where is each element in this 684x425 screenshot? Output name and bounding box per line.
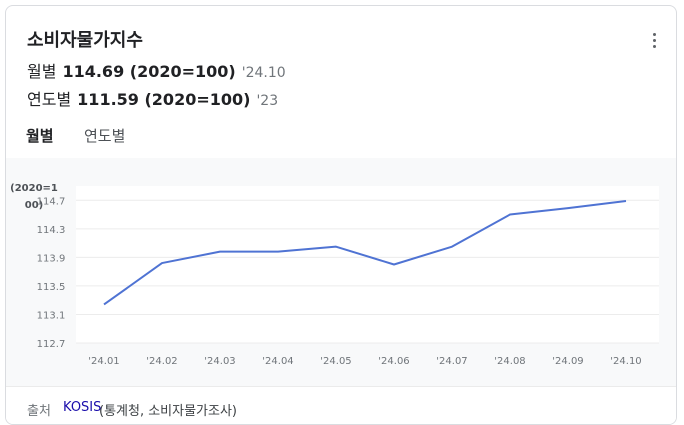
source-note: (통계청, 소비자물가조사) [99,400,237,419]
monthly-stat: 월별 114.69 (2020=100) '24.10 [27,58,286,82]
y-tick-label: 113.5 [37,282,66,293]
more-options-icon[interactable] [646,30,662,50]
monthly-period: '24.10 [242,65,286,81]
monthly-value: 114.69 (2020=100) [62,62,235,81]
cpi-card: 소비자물가지수 월별 114.69 (2020=100) '24.10 연도별 111… [5,5,677,425]
y-tick-label: 114.7 [37,196,66,207]
yearly-value: 111.59 (2020=100) [77,90,250,109]
tab-yearly[interactable]: 연도별 [84,125,125,158]
x-tick-label: '24.04 [262,356,293,367]
x-tick-label: '24.08 [494,356,525,367]
x-tick-label: '24.02 [146,356,177,367]
source-label: 출처 [27,400,51,419]
y-axis-label: (2020=1 [10,183,58,194]
x-tick-label: '24.01 [88,356,119,367]
x-tick-label: '24.06 [378,356,409,367]
x-tick-label: '24.05 [320,356,351,367]
yearly-period: '23 [256,93,278,109]
source-footer: 출처 KOSIS (통계청, 소비자물가조사) [6,386,677,425]
x-tick-label: '24.09 [552,356,583,367]
cpi-line-chart: (2020=100)114.7114.3113.9113.5113.1112.7… [6,158,677,386]
yearly-stat: 연도별 111.59 (2020=100) '23 [27,86,278,110]
yearly-label: 연도별 [27,90,71,109]
card-title: 소비자물가지수 [27,26,143,52]
y-tick-label: 113.9 [37,253,66,264]
y-tick-label: 113.1 [37,310,66,321]
monthly-label: 월별 [27,62,56,81]
y-tick-label: 114.3 [37,225,66,236]
x-tick-label: '24.10 [610,356,641,367]
y-tick-label: 112.7 [37,339,66,350]
plot-background [76,186,659,343]
source-link[interactable]: KOSIS [63,400,101,415]
x-tick-label: '24.03 [204,356,235,367]
tab-monthly[interactable]: 월별 [26,125,54,161]
x-tick-label: '24.07 [436,356,467,367]
